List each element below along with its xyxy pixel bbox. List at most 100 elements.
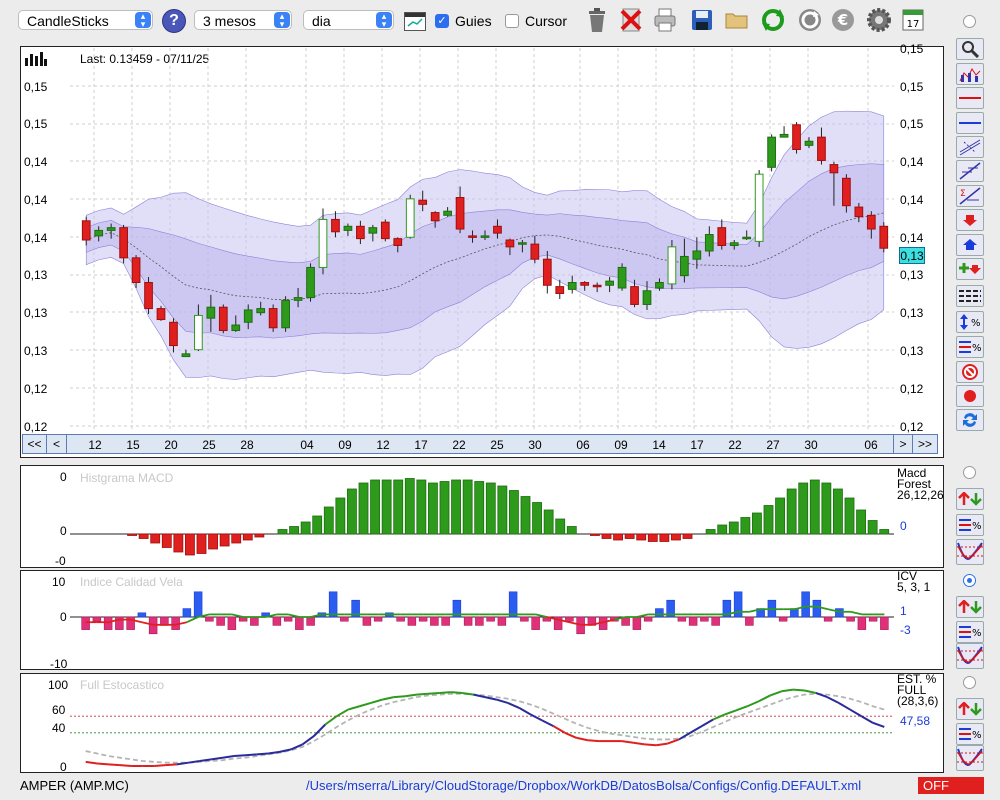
indicator-icon[interactable] — [956, 63, 984, 85]
euro-icon[interactable]: € — [830, 7, 856, 33]
oscillator-icon[interactable] — [956, 539, 984, 565]
blue-line-icon[interactable] — [956, 112, 984, 134]
stoch-k-line — [872, 721, 885, 728]
icv-bar — [328, 591, 338, 618]
candle-body — [505, 239, 515, 248]
macd-panel-radio[interactable] — [963, 466, 976, 479]
price-plot-area[interactable] — [70, 48, 894, 432]
date-tick: 17 — [690, 438, 704, 452]
svg-text:€: € — [837, 11, 848, 29]
bollinger-inner-band — [85, 163, 885, 339]
macd-bar — [509, 490, 519, 535]
grid-lines-icon[interactable] — [956, 285, 984, 307]
buy-arrow-icon[interactable] — [956, 234, 984, 256]
signals-icon[interactable] — [956, 698, 984, 720]
left-axis-tick: 0,14 — [24, 193, 48, 207]
icv-signal-line — [197, 613, 210, 618]
date-tick: 12 — [88, 438, 102, 452]
icv-bar — [733, 591, 743, 618]
scale-percent-icon[interactable]: % — [956, 311, 984, 333]
stochastic-plot-area[interactable] — [70, 675, 894, 771]
swap-icon[interactable] — [956, 409, 984, 431]
left-axis-tick: 0,14 — [24, 155, 48, 169]
svg-text:%: % — [971, 318, 981, 329]
lines-percent-icon[interactable]: % — [956, 514, 984, 536]
oscillator-icon[interactable] — [956, 745, 984, 771]
lines-percent-icon[interactable]: % — [956, 336, 984, 358]
delete-icon[interactable] — [618, 7, 644, 33]
icv-bar — [452, 599, 462, 618]
channel-icon[interactable] — [956, 136, 984, 158]
sell-arrow-icon[interactable] — [956, 209, 984, 231]
magnifier-icon[interactable] — [956, 38, 984, 60]
icv-bar — [193, 591, 203, 618]
stoch-name-line1: EST. % — [897, 672, 937, 686]
macd-bar — [809, 479, 820, 535]
candle-body — [804, 140, 814, 146]
candle-body — [792, 124, 801, 150]
cursor-label: Cursor — [525, 13, 568, 29]
signals-icon[interactable] — [956, 488, 984, 510]
save-icon[interactable] — [689, 7, 715, 33]
macd-bar — [543, 509, 554, 535]
candle-body — [430, 212, 440, 222]
gear-icon[interactable] — [866, 7, 892, 33]
date-tick: 06 — [576, 438, 590, 452]
stoch-k-line — [268, 750, 280, 755]
date-tick: 09 — [614, 438, 628, 452]
folder-icon[interactable] — [724, 7, 750, 33]
config-path-link[interactable]: /Users/mserra/Library/CloudStorage/Dropb… — [306, 778, 862, 793]
stoch-k-line — [849, 708, 862, 718]
calendar-icon[interactable]: 17 — [900, 7, 926, 33]
stochastic-title: Full Estocastico — [80, 678, 165, 692]
icv-bar — [430, 616, 439, 626]
trend-icon[interactable] — [956, 160, 984, 182]
trash-icon[interactable] — [584, 7, 610, 33]
signals-icon[interactable] — [956, 596, 984, 618]
macd-bar — [381, 479, 392, 535]
stop-icon[interactable] — [956, 385, 984, 407]
main-panel-radio[interactable] — [963, 15, 976, 28]
reload-icon[interactable] — [797, 7, 823, 33]
icv-panel-radio[interactable] — [963, 574, 976, 587]
status-badge[interactable]: OFF — [918, 777, 984, 794]
icv-bar — [441, 616, 450, 626]
cursor-checkbox[interactable] — [505, 14, 519, 28]
print-icon[interactable] — [652, 7, 678, 33]
stoch-k-line — [324, 715, 338, 726]
signals-icon[interactable] — [956, 258, 984, 280]
guides-checkbox[interactable]: ✓ — [435, 14, 449, 28]
icv-axis-top: 10 — [52, 575, 66, 589]
macd-bar — [439, 481, 450, 535]
oscillator-icon[interactable] — [956, 643, 984, 669]
no-entry-icon[interactable] — [956, 361, 984, 383]
icv-bar — [250, 616, 259, 626]
lines-percent-icon[interactable]: % — [956, 723, 984, 745]
fibonacci-icon[interactable]: Σ — [956, 185, 984, 207]
stochastic-panel-radio[interactable] — [963, 676, 976, 689]
nav-last-button[interactable]: >> — [913, 435, 937, 453]
candle-body — [817, 136, 826, 161]
help-icon[interactable]: ? — [162, 9, 186, 33]
right-axis-tick: 0,12 — [900, 382, 924, 396]
date-tick: 22 — [728, 438, 742, 452]
refresh-icon[interactable] — [760, 7, 786, 33]
icv-bar — [205, 616, 214, 622]
stoch-k-line — [735, 705, 748, 712]
nav-first-button[interactable]: << — [23, 435, 47, 453]
nav-next-button[interactable]: > — [893, 435, 913, 453]
red-line-icon[interactable] — [956, 87, 984, 109]
candle-body — [480, 235, 490, 238]
chart-type-select[interactable]: CandleSticks ▴ ▾ — [18, 10, 153, 30]
nav-prev-button[interactable]: < — [47, 435, 67, 453]
macd-bar — [208, 533, 218, 550]
period-select[interactable]: 3 mesos ▴ ▾ — [194, 10, 292, 30]
calendar-settings-icon[interactable] — [404, 12, 426, 31]
candle-body — [854, 206, 864, 218]
macd-bar — [161, 533, 172, 548]
macd-bar — [601, 533, 612, 539]
macd-plot-area[interactable] — [70, 467, 894, 566]
interval-select[interactable]: dia ▴ ▾ — [303, 10, 394, 30]
lines-percent-icon[interactable]: % — [956, 621, 984, 643]
icv-plot-area[interactable] — [70, 572, 894, 668]
